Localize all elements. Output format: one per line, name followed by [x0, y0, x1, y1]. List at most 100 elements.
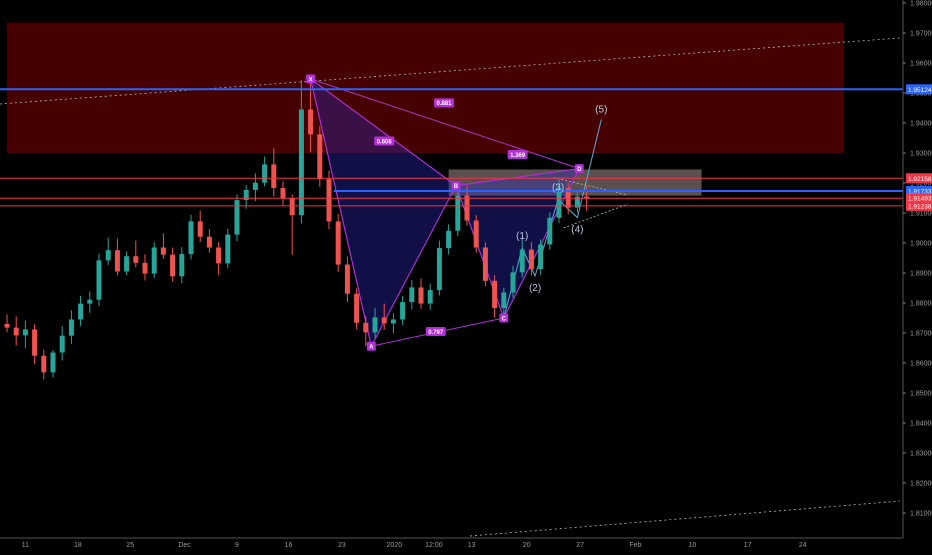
wedge-lower-line [563, 203, 629, 229]
candle-body [271, 164, 277, 189]
candle-body [556, 188, 562, 218]
price-tick-label: 1.91000 [910, 211, 932, 218]
price-axis[interactable]: 1.980001.970001.960001.950001.940001.930… [902, 0, 932, 550]
price-marker-label: 1.91493 [908, 196, 932, 203]
pattern-leg-xd [310, 78, 580, 170]
candle-body [464, 195, 470, 221]
time-axis[interactable]: 11 18 25 Dec 9 16 23 2020 12:00 13 20 27 Feb 10 17 24 [0, 537, 903, 549]
candle-body [96, 260, 102, 300]
candle-body [298, 109, 304, 216]
candle [363, 316, 369, 347]
price-tick-label: 1.87000 [910, 331, 932, 338]
upper-trendline[interactable] [0, 37, 901, 105]
candle [390, 313, 396, 334]
candle [59, 326, 65, 361]
price-marker-tag[interactable]: 1.91493 [906, 193, 932, 204]
time-tick-label: 9 [235, 542, 239, 549]
candle [528, 242, 534, 276]
point-label: B [454, 184, 459, 190]
wave-label: (2) [529, 283, 541, 294]
candle-body [363, 322, 369, 333]
candle-body [142, 262, 148, 274]
candle-body [574, 196, 580, 208]
candle [436, 240, 442, 296]
candle-body [41, 355, 47, 373]
price-tick-label: 1.81000 [910, 511, 932, 518]
candle [556, 177, 562, 223]
candle [473, 215, 479, 253]
candle-body [50, 352, 56, 373]
wave-label: (5) [595, 105, 607, 116]
price-tick-label: 1.86000 [910, 361, 932, 368]
candle-body [547, 217, 553, 245]
price-tick-label: 1.89000 [910, 271, 932, 278]
price-marker-tag[interactable]: 1.92158 [906, 173, 932, 184]
candle-body [538, 244, 544, 270]
candle [234, 194, 240, 242]
candle-body [243, 189, 249, 201]
ratio-label[interactable]: 0.606 [374, 136, 395, 146]
candle [22, 320, 28, 349]
price-marker-tag[interactable]: 1.95124 [906, 84, 932, 95]
candle [308, 78, 314, 153]
candle [13, 316, 19, 346]
supply-zone[interactable] [7, 22, 845, 154]
candle [41, 349, 47, 380]
candle-body [13, 327, 19, 336]
time-tick-label: 20 [523, 542, 531, 549]
candle [32, 324, 38, 365]
price-tick-label: 1.93000 [910, 151, 932, 158]
pattern-point-b[interactable]: B [451, 181, 461, 191]
price-marker-tag[interactable]: 1.91238 [906, 200, 932, 211]
candle-body [400, 302, 406, 320]
candle [427, 283, 433, 310]
candle [262, 156, 268, 187]
candle-body [78, 303, 84, 320]
candle-body [262, 164, 268, 183]
candle-body [354, 293, 360, 323]
candle-body [151, 247, 157, 274]
candle [446, 224, 452, 255]
candle-body [4, 324, 10, 328]
candle [335, 213, 341, 272]
ratio-label[interactable]: 0.881 [434, 98, 454, 108]
candle [78, 295, 84, 327]
pattern-point-c[interactable]: C [499, 313, 509, 323]
point-badge [574, 164, 584, 174]
pattern-point-d[interactable]: D [574, 164, 584, 174]
candle [344, 256, 350, 303]
pattern-point-a[interactable]: A [366, 341, 376, 351]
candle-body [59, 335, 65, 353]
lower-trendline[interactable] [469, 500, 901, 537]
ratio-badge [425, 327, 446, 336]
candle-body [492, 280, 498, 309]
trendlines-layer [0, 37, 901, 537]
candle [372, 307, 378, 338]
candle [114, 238, 120, 276]
pattern-leg-xa [310, 78, 372, 347]
ratio-label[interactable]: 0.797 [425, 327, 446, 336]
ratio-label[interactable]: 1.369 [507, 150, 528, 159]
candle [381, 303, 387, 330]
candle [538, 239, 544, 275]
price-marker-tag[interactable]: 1.91733 [906, 186, 932, 197]
ratio-badge [434, 98, 454, 108]
point-label: X [309, 77, 313, 83]
point-badge [499, 313, 509, 323]
candle [289, 194, 295, 255]
price-marker-bg [906, 186, 932, 197]
candle [510, 265, 516, 298]
point-badge [451, 181, 461, 191]
candle-body [473, 220, 479, 248]
point-badge [306, 74, 316, 84]
price-marker-label: 1.91733 [908, 189, 932, 196]
time-tick-label: 17 [744, 542, 752, 549]
candle [354, 288, 360, 330]
candle [197, 210, 203, 243]
pattern-point-x[interactable]: X [306, 74, 316, 84]
price-marker-bg [906, 84, 932, 95]
candle-body [114, 250, 120, 272]
time-tick-label: 10 [689, 542, 697, 549]
